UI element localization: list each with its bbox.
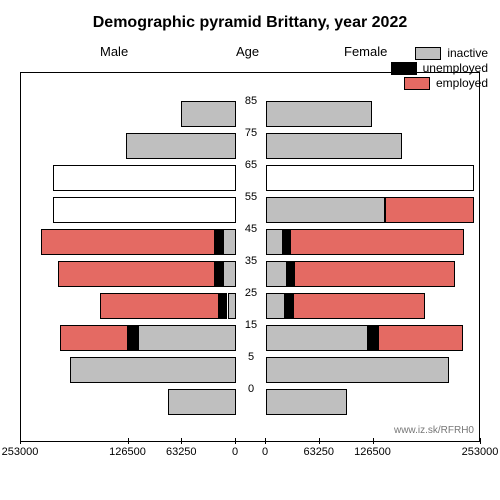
bar-seg-female bbox=[294, 261, 455, 287]
bar-seg-female bbox=[378, 325, 463, 351]
x-axis: 063250126500253000063250126500253000 bbox=[20, 438, 480, 464]
bar-seg-female bbox=[266, 389, 347, 415]
x-tick-label: 253000 bbox=[462, 446, 499, 458]
age-label: 5 bbox=[248, 351, 254, 363]
bar-seg-female bbox=[266, 101, 372, 127]
x-tick bbox=[480, 438, 481, 444]
plot-area: www.iz.sk/RFRH0 85 75 65 55 45 35 25 15 5 0 bbox=[20, 72, 480, 442]
bar-seg-female bbox=[266, 261, 287, 287]
bar-seg-female bbox=[266, 133, 402, 159]
x-tick bbox=[235, 438, 236, 444]
x-tick bbox=[265, 438, 266, 444]
age-label: 75 bbox=[245, 127, 257, 139]
bar-seg-female bbox=[266, 197, 385, 223]
x-tick-label: 126500 bbox=[109, 446, 146, 458]
bar-seg-female bbox=[285, 293, 293, 319]
age-label: 35 bbox=[245, 255, 257, 267]
legend-label: inactive bbox=[447, 46, 488, 60]
x-tick-label: 63250 bbox=[166, 446, 197, 458]
age-label: 45 bbox=[245, 223, 257, 235]
age-label: 85 bbox=[245, 95, 257, 107]
x-tick bbox=[128, 438, 129, 444]
age-label: 65 bbox=[245, 159, 257, 171]
bar-seg-female bbox=[266, 357, 449, 383]
bar-seg-female bbox=[283, 229, 290, 255]
bar-seg-female bbox=[266, 229, 283, 255]
bar-seg-female bbox=[385, 197, 474, 223]
x-tick bbox=[373, 438, 374, 444]
watermark: www.iz.sk/RFRH0 bbox=[394, 425, 474, 436]
x-tick bbox=[20, 438, 21, 444]
bar-seg-female bbox=[266, 293, 285, 319]
bar-seg-female bbox=[368, 325, 378, 351]
legend-item: inactive bbox=[391, 46, 488, 60]
age-label: 55 bbox=[245, 191, 257, 203]
age-label: 0 bbox=[248, 383, 254, 395]
chart-container: { "title": "Demographic pyramid Brittany… bbox=[0, 0, 500, 500]
bar-seg-female bbox=[290, 229, 464, 255]
x-tick-label: 0 bbox=[232, 446, 238, 458]
age-label: 15 bbox=[245, 319, 257, 331]
x-tick-label: 0 bbox=[262, 446, 268, 458]
bar-seg-female bbox=[293, 293, 425, 319]
chart-title: Demographic pyramid Brittany, year 2022 bbox=[0, 14, 500, 32]
bar-seg-female bbox=[266, 325, 368, 351]
legend-swatch bbox=[415, 47, 441, 60]
header-age: Age bbox=[236, 44, 259, 59]
header-female: Female bbox=[344, 44, 387, 59]
bar-seg-female bbox=[287, 261, 294, 287]
x-tick-label: 63250 bbox=[303, 446, 334, 458]
x-tick-label: 253000 bbox=[2, 446, 39, 458]
x-tick-label: 126500 bbox=[354, 446, 391, 458]
bar-seg-female bbox=[266, 165, 474, 191]
header-male: Male bbox=[100, 44, 128, 59]
x-tick bbox=[181, 438, 182, 444]
age-label: 25 bbox=[245, 287, 257, 299]
x-tick bbox=[319, 438, 320, 444]
